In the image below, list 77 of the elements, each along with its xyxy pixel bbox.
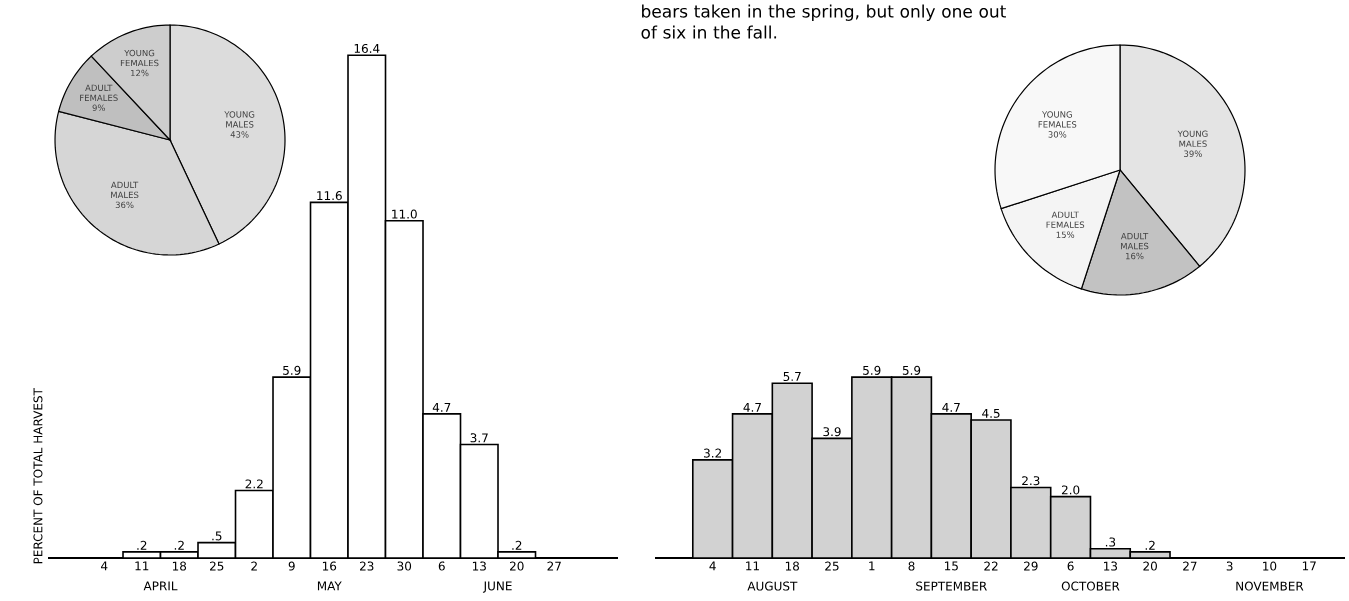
- data-label: 15%: [1056, 231, 1075, 238]
- x-tick-label: 11: [746, 561, 759, 571]
- text: SEPTEMBER: [916, 581, 987, 591]
- data-label: 36%: [115, 201, 134, 209]
- data-label: .2: [174, 540, 184, 550]
- text: bears taken in the spring, but only one out of six in the fall.: [641, 4, 1006, 39]
- slice-label: ADULT MALES: [110, 181, 139, 199]
- x-tick-label: 20: [510, 561, 524, 571]
- data-label: 16.4: [354, 43, 380, 54]
- x-tick-label: 22: [984, 561, 998, 571]
- x-tick-label: 17: [1302, 561, 1316, 571]
- data-label: 11.0: [392, 209, 417, 219]
- data-label: 5.7: [783, 372, 801, 382]
- data-label: 9%: [92, 104, 106, 111]
- text: MAY: [317, 581, 342, 591]
- x-tick-label: 30: [397, 561, 412, 571]
- x-tick-label: 10: [1263, 561, 1277, 571]
- slice-label: ADULT MALES: [1120, 232, 1149, 250]
- x-tick-label: 29: [1024, 561, 1038, 571]
- x-tick-label: 4: [101, 561, 108, 571]
- data-label: 4.7: [432, 402, 451, 412]
- data-label: 39%: [1184, 150, 1202, 157]
- data-label: .2: [1145, 540, 1155, 550]
- x-tick-label: 8: [908, 561, 915, 571]
- x-tick-label: 25: [825, 561, 839, 571]
- x-tick-label: 1: [869, 561, 875, 571]
- x-tick-label: 27: [547, 561, 561, 571]
- data-label: .2: [512, 540, 522, 550]
- data-label: 5.9: [902, 365, 921, 375]
- data-label: .3: [1105, 537, 1116, 547]
- data-label: 30%: [1048, 131, 1067, 138]
- x-tick-label: 18: [172, 561, 187, 571]
- x-tick-label: 20: [1143, 561, 1157, 571]
- x-tick-label: 9: [288, 561, 295, 571]
- text: OCTOBER: [1061, 581, 1120, 591]
- data-label: .2: [137, 540, 147, 550]
- x-tick-label: 6: [438, 561, 445, 571]
- data-label: 2.0: [1061, 485, 1080, 495]
- x-tick-label: 23: [360, 561, 374, 571]
- x-tick-label: 6: [1067, 561, 1074, 571]
- x-tick-label: 11: [135, 561, 149, 571]
- data-label: 2.2: [245, 479, 263, 489]
- x-tick-label: 3: [1226, 561, 1233, 571]
- slice-label: ADULT FEMALES: [80, 84, 118, 101]
- text: JUNE: [482, 581, 512, 593]
- data-label: 4.7: [942, 402, 960, 412]
- x-tick-label: 13: [472, 561, 486, 571]
- x-tick-label: 15: [944, 561, 958, 571]
- data-label: .5: [212, 531, 222, 541]
- data-label: 4.7: [743, 402, 761, 412]
- x-tick-label: 16: [322, 561, 337, 571]
- y-axis-title: PERCENT OF TOTAL HARVEST: [33, 388, 43, 564]
- data-label: 3.7: [470, 433, 488, 443]
- data-label: 11.6: [317, 191, 342, 201]
- x-tick-label: 25: [210, 561, 224, 571]
- data-label: 43%: [230, 131, 249, 138]
- data-label: 3.9: [823, 427, 841, 437]
- slice-label: YOUNG FEMALES: [120, 49, 159, 67]
- text: AUGUST: [747, 581, 798, 591]
- data-label: 5.9: [863, 365, 881, 375]
- data-label: 2.3: [1022, 476, 1040, 486]
- data-label: 12%: [131, 69, 149, 77]
- slice-label: YOUNG FEMALES: [1038, 111, 1077, 128]
- slice-label: YOUNG MALES: [224, 111, 255, 128]
- data-label: 4.5: [982, 408, 1000, 418]
- x-tick-label: 27: [1183, 561, 1197, 571]
- data-label: 3.2: [704, 448, 722, 458]
- slice-label: ADULT FEMALES: [1046, 211, 1085, 228]
- text: NOVEMBER: [1236, 581, 1304, 591]
- data-label: 16%: [1126, 252, 1144, 260]
- text: APRIL: [143, 581, 178, 591]
- x-tick-label: 2: [251, 561, 257, 571]
- x-tick-label: 13: [1104, 561, 1118, 571]
- x-tick-label: 18: [785, 561, 800, 571]
- x-tick-label: 4: [709, 561, 716, 571]
- slice-label: YOUNG MALES: [1177, 130, 1208, 147]
- data-label: 5.9: [283, 365, 301, 375]
